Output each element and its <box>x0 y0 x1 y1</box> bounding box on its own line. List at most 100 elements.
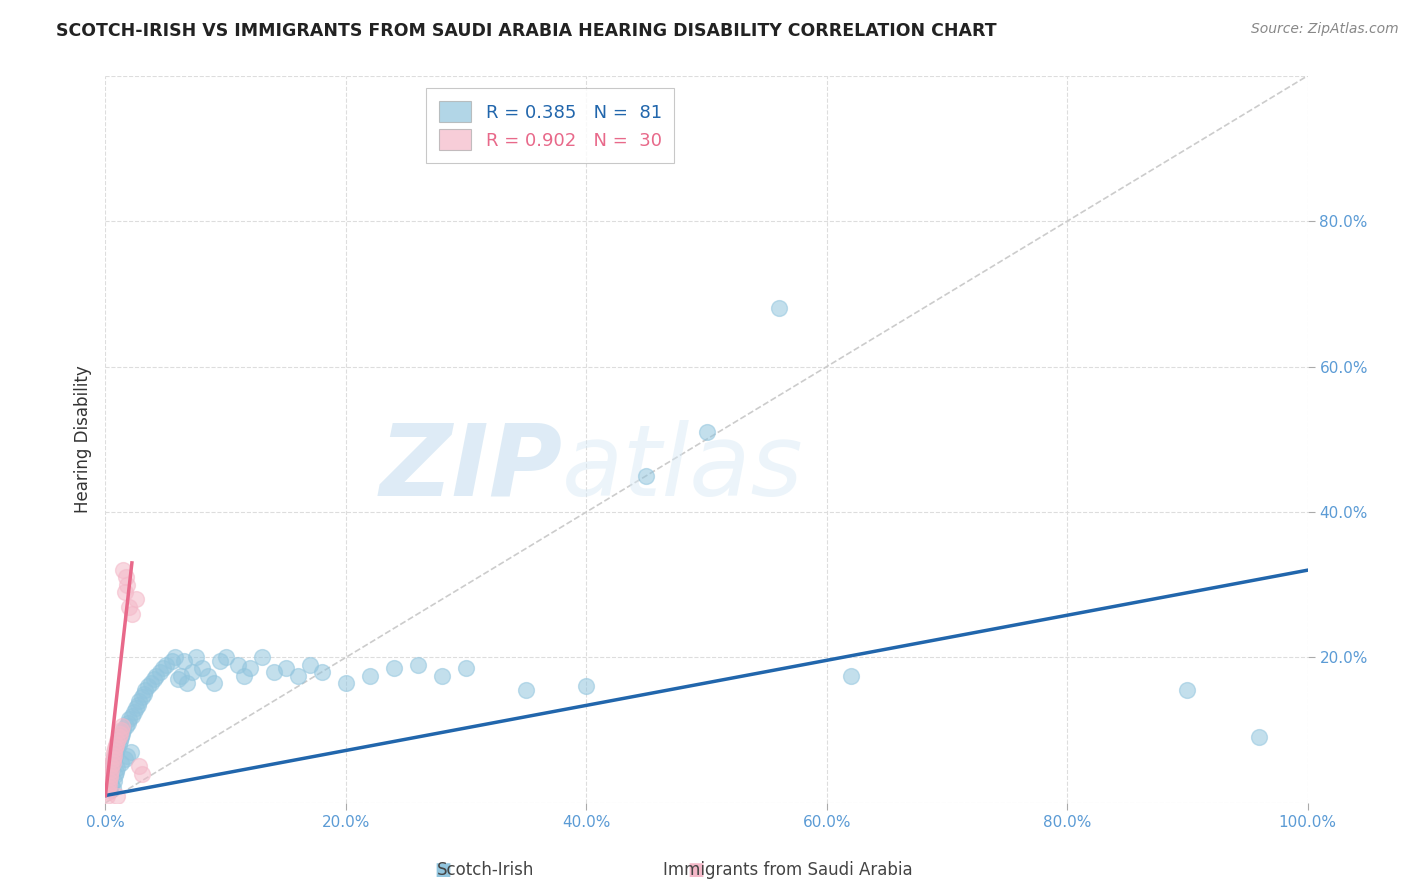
Point <box>107 741 129 756</box>
Point <box>103 748 125 763</box>
Point <box>98 766 121 780</box>
Point <box>107 789 129 803</box>
Point <box>110 723 132 737</box>
Point <box>98 766 121 780</box>
Point <box>100 759 122 773</box>
Point <box>100 759 122 773</box>
Point <box>311 665 333 679</box>
Point <box>98 780 121 794</box>
Point <box>768 301 790 316</box>
Point <box>117 715 139 730</box>
Point <box>406 657 429 672</box>
Point <box>100 778 122 792</box>
Point <box>101 756 124 770</box>
Point <box>118 599 141 614</box>
Point <box>128 759 150 773</box>
Point <box>111 727 134 741</box>
Point <box>839 668 862 682</box>
Point <box>98 770 121 784</box>
Point <box>202 676 225 690</box>
Point <box>98 763 121 777</box>
Point <box>136 680 159 694</box>
Point <box>105 738 128 752</box>
Point <box>110 756 132 770</box>
Point <box>134 683 156 698</box>
Point <box>575 680 598 694</box>
Text: atlas: atlas <box>562 420 804 516</box>
Point <box>166 672 188 686</box>
Point <box>1175 683 1198 698</box>
Point <box>176 676 198 690</box>
Point <box>145 668 167 682</box>
Point <box>170 668 193 682</box>
Point <box>114 752 136 766</box>
Point <box>124 592 146 607</box>
Point <box>139 676 162 690</box>
Point <box>239 661 262 675</box>
Point <box>298 657 321 672</box>
Point <box>165 650 187 665</box>
Text: SCOTCH-IRISH VS IMMIGRANTS FROM SAUDI ARABIA HEARING DISABILITY CORRELATION CHAR: SCOTCH-IRISH VS IMMIGRANTS FROM SAUDI AR… <box>56 22 997 40</box>
Point <box>111 719 134 733</box>
Point <box>181 665 204 679</box>
Point <box>98 778 121 792</box>
Point <box>103 745 125 759</box>
Point <box>515 683 537 698</box>
Point <box>160 654 183 668</box>
Point <box>115 719 138 733</box>
Point <box>696 425 718 439</box>
Point <box>97 781 120 796</box>
Point <box>115 748 138 763</box>
Point <box>208 654 231 668</box>
Point <box>250 650 273 665</box>
Point <box>97 785 120 799</box>
Point <box>287 668 309 682</box>
Point <box>155 657 177 672</box>
Point <box>107 734 129 748</box>
Point <box>121 708 143 723</box>
Point <box>108 734 131 748</box>
Point <box>96 770 118 784</box>
Point <box>148 665 170 679</box>
Y-axis label: Hearing Disability: Hearing Disability <box>73 366 91 513</box>
Point <box>107 731 129 745</box>
Point <box>335 676 357 690</box>
Legend: R = 0.385   N =  81, R = 0.902   N =  30: R = 0.385 N = 81, R = 0.902 N = 30 <box>426 88 675 162</box>
Point <box>197 668 219 682</box>
Point <box>114 585 136 599</box>
Point <box>104 748 127 763</box>
Point <box>142 672 165 686</box>
Point <box>359 668 381 682</box>
Text: ■: ■ <box>434 861 451 879</box>
Point <box>105 765 128 780</box>
Point <box>115 578 138 592</box>
Point <box>100 763 122 777</box>
Point <box>226 657 249 672</box>
Point <box>152 661 174 675</box>
Text: ■: ■ <box>688 861 704 879</box>
Text: ZIP: ZIP <box>380 420 562 516</box>
Point <box>107 738 129 752</box>
Point <box>97 775 120 789</box>
Point <box>101 752 124 766</box>
Point <box>124 701 146 715</box>
Point <box>184 650 207 665</box>
Point <box>101 781 124 796</box>
Point <box>105 745 128 759</box>
Point <box>108 727 131 741</box>
Point <box>214 650 236 665</box>
Point <box>131 690 153 705</box>
Text: Immigrants from Saudi Arabia: Immigrants from Saudi Arabia <box>662 861 912 879</box>
Point <box>124 705 146 719</box>
Point <box>127 698 149 712</box>
Point <box>112 723 135 737</box>
Point <box>115 570 138 584</box>
Point <box>274 661 297 675</box>
Point <box>121 607 143 621</box>
Point <box>103 752 125 766</box>
Point <box>103 774 125 789</box>
Point <box>382 661 405 675</box>
Point <box>107 761 129 775</box>
Point <box>454 661 477 675</box>
Text: Source: ZipAtlas.com: Source: ZipAtlas.com <box>1251 22 1399 37</box>
